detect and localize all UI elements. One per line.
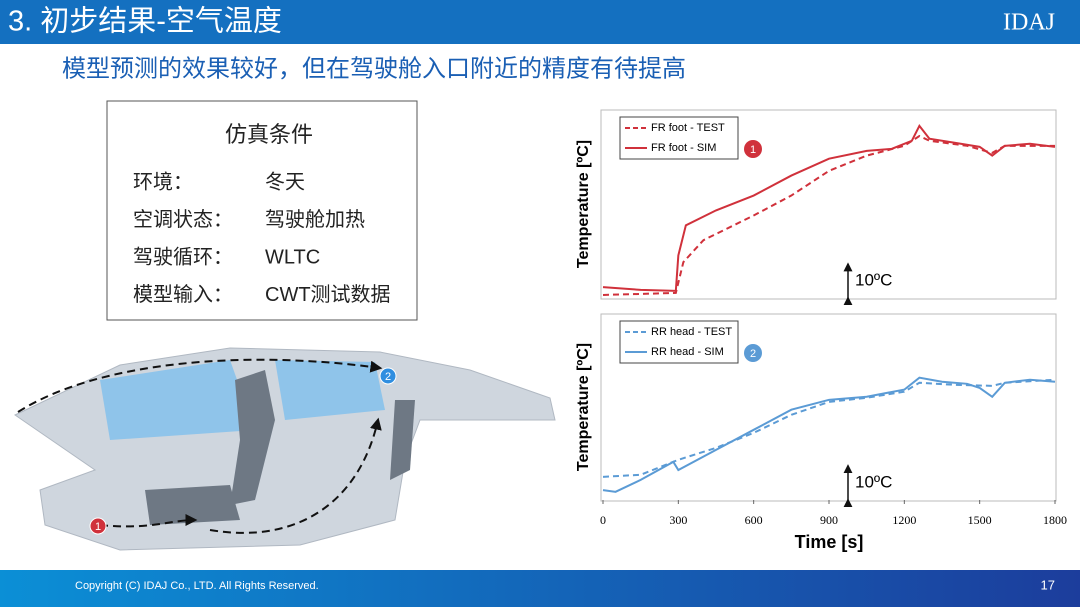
plot-frame <box>600 313 1057 502</box>
condition-value: 驾驶舱加热 <box>265 208 365 231</box>
legend-label: FR foot - TEST <box>651 122 725 134</box>
legend-label: FR foot - SIM <box>651 142 716 154</box>
flow-arrow <box>99 514 198 528</box>
header-bar <box>0 0 1080 44</box>
x-tick-label: 1800 <box>1043 513 1067 527</box>
condition-value: CWT测试数据 <box>265 283 391 306</box>
x-tick-label: 0 <box>600 513 606 527</box>
conditions-box <box>106 100 418 321</box>
flow-arrow <box>209 417 382 534</box>
plot-frame <box>600 109 1057 300</box>
page-number: 17 <box>1041 577 1055 592</box>
series-line <box>602 378 1056 478</box>
condition-label: 空调状态： <box>133 208 233 231</box>
series-line <box>602 376 1056 493</box>
marker-label: 2 <box>385 371 391 383</box>
condition-value: WLTC <box>265 246 320 268</box>
legend-box <box>619 116 739 160</box>
header-title: 3. 初步结果-空气温度 <box>8 5 282 38</box>
scale-bar-label: 10ºC <box>855 271 892 290</box>
x-tick-label: 1200 <box>892 513 916 527</box>
x-tick-label: 600 <box>745 513 763 527</box>
scale-bar-label: 10ºC <box>855 472 892 491</box>
y-axis-label: Temperature [ºC] <box>575 343 592 471</box>
marker-label: 1 <box>750 144 756 156</box>
subtitle: 模型预测的效果较好，但在驾驶舱入口附近的精度有待提高 <box>62 55 686 82</box>
condition-value: 冬天 <box>265 170 305 193</box>
car-illustration: 1 2 <box>14 347 556 551</box>
logo: IDAJ <box>1003 10 1055 36</box>
x-axis-label: Time [s] <box>795 532 864 552</box>
marker-label: 2 <box>750 348 756 360</box>
x-tick-label: 300 <box>669 513 687 527</box>
condition-label: 模型输入： <box>133 283 233 306</box>
car-window <box>100 360 255 440</box>
y-axis-label: Temperature [ºC] <box>575 140 592 268</box>
marker-badge <box>89 517 107 535</box>
x-tick-label: 1500 <box>968 513 992 527</box>
condition-label: 驾驶循环： <box>133 245 233 268</box>
x-tick-label: 900 <box>820 513 838 527</box>
copyright: Copyright (C) IDAJ Co., LTD. All Rights … <box>75 580 319 592</box>
marker-badge <box>379 367 397 385</box>
marker-badge <box>744 344 762 362</box>
seat <box>230 370 275 505</box>
series-line <box>602 124 1056 292</box>
legend-label: RR head - SIM <box>651 346 724 358</box>
footer-bar <box>0 570 1080 607</box>
legend-label: RR head - TEST <box>651 326 732 338</box>
conditions-title: 仿真条件 <box>225 122 313 147</box>
legend-box <box>619 320 739 364</box>
seat <box>390 400 415 480</box>
flow-arrow <box>17 358 383 413</box>
marker-badge <box>744 140 762 158</box>
condition-label: 环境： <box>133 170 193 193</box>
car-window <box>275 360 385 420</box>
seat <box>145 485 240 525</box>
marker-label: 1 <box>95 521 101 533</box>
